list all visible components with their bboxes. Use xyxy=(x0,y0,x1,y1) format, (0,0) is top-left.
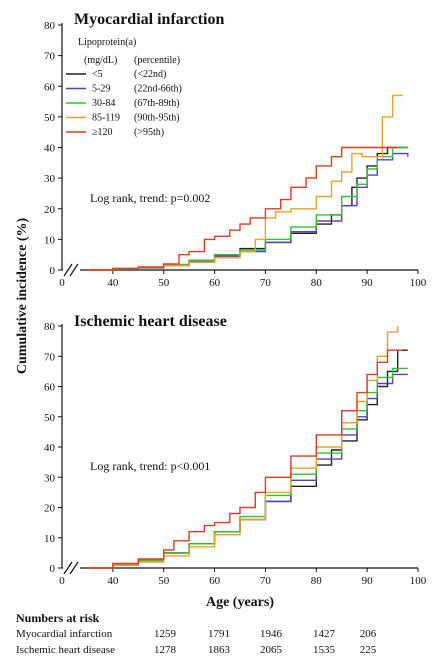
y-tick-label: 10 xyxy=(44,234,56,246)
x-tick-label: 90 xyxy=(362,575,374,587)
legend-label-1: 5-29 xyxy=(92,84,110,95)
risk-value: 1259 xyxy=(154,628,177,640)
legend-percentile-1: (22nd-66th) xyxy=(134,84,182,95)
log-rank-annotation: Log rank, trend: p<0.001 xyxy=(90,459,210,473)
x-tick-label: 50 xyxy=(158,277,170,289)
numbers-at-risk-heading: Numbers at risk xyxy=(16,611,100,625)
panel-title: Myocardial infarction xyxy=(74,11,224,28)
y-tick-label: 20 xyxy=(44,204,56,216)
risk-value: 206 xyxy=(360,628,377,640)
risk-value: 1535 xyxy=(313,644,336,656)
axis-break-mark xyxy=(63,561,73,575)
x-tick-label: 60 xyxy=(209,575,221,587)
x-tick-label: 70 xyxy=(260,575,272,587)
x-tick-label: 60 xyxy=(209,277,221,289)
legend-percentile-0: (<22nd) xyxy=(134,69,166,80)
risk-value: 225 xyxy=(360,644,377,656)
x-tick-label: 50 xyxy=(158,575,170,587)
log-rank-annotation: Log rank, trend: p=0.002 xyxy=(90,191,210,205)
x-tick-label: 100 xyxy=(410,277,427,289)
axis-break-mark xyxy=(63,263,73,277)
risk-value: 1946 xyxy=(260,628,283,640)
x-tick-label: 90 xyxy=(362,277,374,289)
axis-break-mark xyxy=(69,561,79,575)
y-tick-label: 50 xyxy=(44,112,56,124)
y-tick-label: 70 xyxy=(44,351,56,363)
legend-label-3: 85-119 xyxy=(92,113,120,124)
series-line-4 xyxy=(87,146,398,271)
risk-value: 2065 xyxy=(260,644,283,656)
series-line-1 xyxy=(87,152,409,271)
y-tick-label: 50 xyxy=(44,412,56,424)
x-tick-label: 70 xyxy=(260,277,272,289)
y-tick-label: 30 xyxy=(44,472,56,484)
legend-label-0: <5 xyxy=(92,69,103,80)
legend-title: Lipoprotein(a) xyxy=(78,37,136,48)
x-tick-label: 40 xyxy=(107,575,119,587)
axis-break-mark xyxy=(69,263,79,277)
y-tick-label: 20 xyxy=(44,503,56,515)
legend-label-2: 30-84 xyxy=(92,98,115,109)
risk-value: 1863 xyxy=(208,644,231,656)
legend-header-percentile: (percentile) xyxy=(134,55,180,66)
panel-title: Ischemic heart disease xyxy=(74,313,227,330)
y-tick-label: 60 xyxy=(44,382,56,394)
y-tick-label: 70 xyxy=(44,51,56,63)
x-axis-label: Age (years) xyxy=(206,595,274,610)
risk-row-label: Myocardial infarction xyxy=(16,628,113,640)
x-tick-label-origin: 0 xyxy=(59,277,65,289)
y-tick-label: 10 xyxy=(44,533,56,545)
y-axis-label: Cumulative incidence (%) xyxy=(15,218,30,375)
legend-header-unit: (mg/dL) xyxy=(84,55,117,66)
risk-value: 1427 xyxy=(313,628,336,640)
risk-value: 1791 xyxy=(208,628,230,640)
y-tick-label: 40 xyxy=(44,143,56,155)
x-tick-label: 80 xyxy=(311,277,323,289)
risk-value: 1278 xyxy=(154,644,177,656)
x-tick-label: 80 xyxy=(311,575,323,587)
risk-row-label: Ischemic heart disease xyxy=(16,644,115,656)
series-line-2 xyxy=(87,367,408,569)
y-tick-label: 60 xyxy=(44,81,56,93)
y-tick-label: 30 xyxy=(44,173,56,185)
y-tick-label: 80 xyxy=(44,20,56,32)
x-tick-label-origin: 0 xyxy=(59,575,65,587)
legend-percentile-3: (90th-95th) xyxy=(134,113,180,124)
y-tick-label: 0 xyxy=(50,563,56,575)
x-tick-label: 100 xyxy=(410,575,427,587)
y-tick-label: 80 xyxy=(44,321,56,333)
y-tick-label: 40 xyxy=(44,442,56,454)
legend-label-4: ≥120 xyxy=(92,127,113,138)
legend-percentile-4: (>95th) xyxy=(134,127,164,138)
y-tick-label: 0 xyxy=(50,265,56,277)
legend-percentile-2: (67th-89th) xyxy=(134,98,180,109)
series-line-3 xyxy=(87,326,399,569)
x-tick-label: 40 xyxy=(107,277,119,289)
series-line-4 xyxy=(87,349,403,569)
